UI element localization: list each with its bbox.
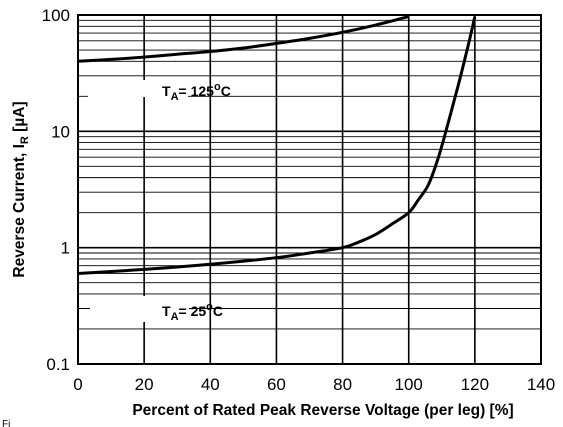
y-tick-label: 0.1 <box>46 355 70 374</box>
x-tick-label: 20 <box>135 375 154 394</box>
x-tick-label: 100 <box>395 375 423 394</box>
x-tick-label: 40 <box>201 375 220 394</box>
y-axis-title-subscript: R <box>19 136 31 144</box>
y-tick-label: 1 <box>61 239 70 258</box>
y-tick-label: 10 <box>51 122 70 141</box>
x-tick-label: 60 <box>267 375 286 394</box>
x-axis-title: Percent of Rated Peak Reverse Voltage (p… <box>132 402 513 419</box>
y-axis-title-suffix: [µA] <box>11 101 28 136</box>
x-tick-label: 140 <box>527 375 555 394</box>
y-tick-label: 100 <box>42 6 70 25</box>
stray-caption-fragment: Fi <box>2 419 10 427</box>
y-axis-title-prefix: Reverse Current, I <box>11 144 28 278</box>
y-axis-title: Reverse Current, IR [µA] <box>11 101 31 277</box>
curve-ta-125 <box>78 17 409 62</box>
tick-labels: 0 20 40 60 80 100 120 140 0.1 1 10 100 <box>42 6 556 394</box>
x-tick-label: 0 <box>73 375 82 394</box>
x-tick-label: 80 <box>333 375 352 394</box>
x-tick-label: 120 <box>461 375 489 394</box>
